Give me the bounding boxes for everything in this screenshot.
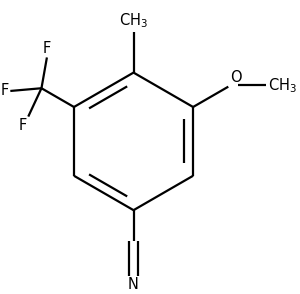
Text: CH$_3$: CH$_3$ [268,76,297,95]
Text: N: N [128,277,139,293]
Text: F: F [19,118,27,133]
Text: CH$_3$: CH$_3$ [119,12,148,30]
Text: F: F [0,83,8,98]
Text: F: F [43,41,51,56]
Text: O: O [230,70,242,85]
